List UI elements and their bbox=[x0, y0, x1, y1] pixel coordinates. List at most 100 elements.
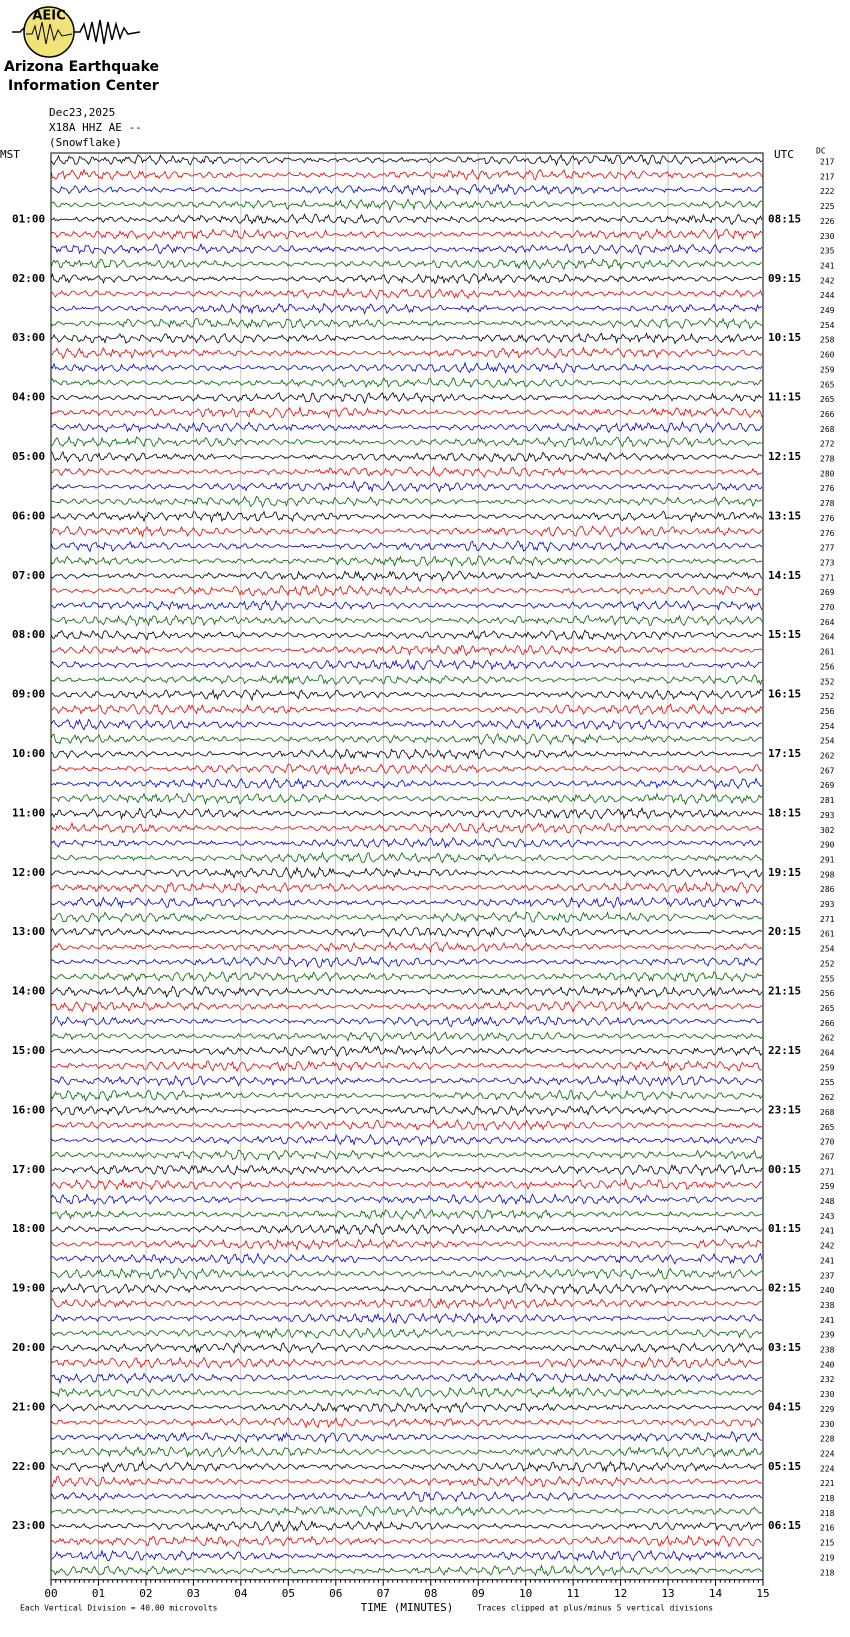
right-time-label: 19:15 bbox=[768, 866, 801, 879]
trace bbox=[50, 1089, 763, 1102]
dc-value: 267 bbox=[820, 1152, 835, 1161]
dc-value: 240 bbox=[820, 1360, 835, 1369]
dc-value: 248 bbox=[820, 1197, 835, 1206]
left-time-label: 14:00 bbox=[12, 985, 45, 998]
left-time-label: 17:00 bbox=[12, 1163, 45, 1176]
dc-value: 291 bbox=[820, 855, 835, 864]
logo: AEIC Arizona Earthquake Information Cent… bbox=[4, 6, 159, 94]
right-time-label: 01:15 bbox=[768, 1222, 801, 1235]
trace bbox=[50, 1549, 763, 1562]
right-time-label: 00:15 bbox=[768, 1163, 801, 1176]
dc-value: 235 bbox=[820, 247, 835, 256]
right-time-label: 05:15 bbox=[768, 1460, 801, 1473]
left-time-label: 19:00 bbox=[12, 1282, 45, 1295]
left-time-label: 05:00 bbox=[12, 450, 45, 463]
x-tick-label: 02 bbox=[139, 1587, 152, 1600]
dc-value: 217 bbox=[820, 158, 835, 167]
dc-value: 281 bbox=[820, 796, 835, 805]
dc-value: 258 bbox=[820, 336, 835, 345]
trace bbox=[50, 257, 762, 270]
trace bbox=[50, 1475, 763, 1488]
trace bbox=[50, 837, 763, 849]
dc-value: 254 bbox=[820, 945, 835, 954]
dc-value: 226 bbox=[820, 217, 835, 226]
x-tick-label: 04 bbox=[234, 1587, 248, 1600]
dc-value: 219 bbox=[820, 1553, 835, 1562]
trace bbox=[50, 807, 763, 820]
dc-value: 255 bbox=[820, 974, 835, 983]
dc-value: 268 bbox=[820, 425, 835, 434]
trace bbox=[50, 406, 763, 419]
trace bbox=[50, 658, 763, 671]
trace bbox=[50, 688, 763, 702]
trace bbox=[50, 1312, 763, 1325]
dc-value: 293 bbox=[820, 900, 835, 909]
trace bbox=[50, 1223, 763, 1236]
trace bbox=[50, 732, 763, 746]
dc-value: 215 bbox=[820, 1539, 835, 1548]
trace bbox=[51, 1327, 763, 1340]
right-time-label: 09:15 bbox=[768, 272, 801, 285]
trace bbox=[50, 153, 763, 167]
trace bbox=[50, 748, 763, 760]
trace bbox=[50, 1386, 763, 1399]
logo-circle bbox=[23, 6, 75, 58]
trace bbox=[50, 435, 763, 448]
dc-value: 276 bbox=[820, 514, 835, 523]
left-time-label: 23:00 bbox=[12, 1519, 45, 1532]
trace bbox=[50, 540, 763, 553]
trace bbox=[50, 1178, 763, 1191]
left-time-label: 21:00 bbox=[12, 1400, 45, 1413]
dc-value: 224 bbox=[820, 1449, 835, 1458]
trace bbox=[50, 1372, 763, 1385]
right-time-label: 15:15 bbox=[768, 628, 801, 641]
x-tick-label: 13 bbox=[661, 1587, 674, 1600]
left-time-label: 08:00 bbox=[12, 628, 45, 641]
dc-value: 216 bbox=[820, 1524, 835, 1533]
trace bbox=[50, 985, 763, 999]
trace bbox=[50, 391, 763, 404]
right-time-label: 14:15 bbox=[768, 569, 801, 582]
trace bbox=[50, 1238, 763, 1251]
dc-value: 266 bbox=[820, 410, 835, 419]
left-time-label: 07:00 bbox=[12, 569, 45, 582]
trace bbox=[50, 1282, 763, 1296]
dc-value: 277 bbox=[820, 544, 835, 553]
trace bbox=[50, 272, 763, 285]
trace bbox=[50, 1118, 763, 1131]
left-axis-title: MST bbox=[0, 148, 20, 161]
dc-value: 218 bbox=[820, 1509, 835, 1518]
trace bbox=[50, 346, 763, 360]
dc-value: 242 bbox=[820, 276, 835, 285]
trace bbox=[50, 1430, 763, 1444]
left-time-label: 16:00 bbox=[12, 1103, 45, 1116]
dc-value: 298 bbox=[820, 870, 835, 879]
dc-value: 286 bbox=[820, 885, 835, 894]
dc-title: DC bbox=[816, 147, 826, 156]
dc-value: 265 bbox=[820, 1004, 835, 1013]
left-time-label: 13:00 bbox=[12, 925, 45, 938]
dc-value: 259 bbox=[820, 365, 835, 374]
left-time-label: 02:00 bbox=[12, 272, 45, 285]
dc-value: 264 bbox=[820, 1049, 835, 1058]
dc-value: 265 bbox=[820, 1123, 835, 1132]
trace bbox=[50, 198, 763, 211]
dc-value: 230 bbox=[820, 232, 835, 241]
dc-value: 222 bbox=[820, 187, 835, 196]
x-tick-label: 07 bbox=[377, 1587, 390, 1600]
dc-value: 302 bbox=[820, 826, 835, 835]
x-tick-label: 11 bbox=[567, 1587, 580, 1600]
trace bbox=[50, 450, 763, 463]
dc-value: 278 bbox=[820, 455, 835, 464]
dc-value: 266 bbox=[820, 1019, 835, 1028]
trace bbox=[50, 792, 763, 806]
x-tick-label: 05 bbox=[282, 1587, 295, 1600]
left-time-label: 01:00 bbox=[12, 212, 45, 225]
trace bbox=[50, 1445, 763, 1458]
trace bbox=[50, 629, 763, 641]
dc-value: 256 bbox=[820, 989, 835, 998]
trace bbox=[50, 971, 763, 983]
dc-value: 261 bbox=[820, 930, 835, 939]
dc-value: 271 bbox=[820, 1167, 835, 1176]
